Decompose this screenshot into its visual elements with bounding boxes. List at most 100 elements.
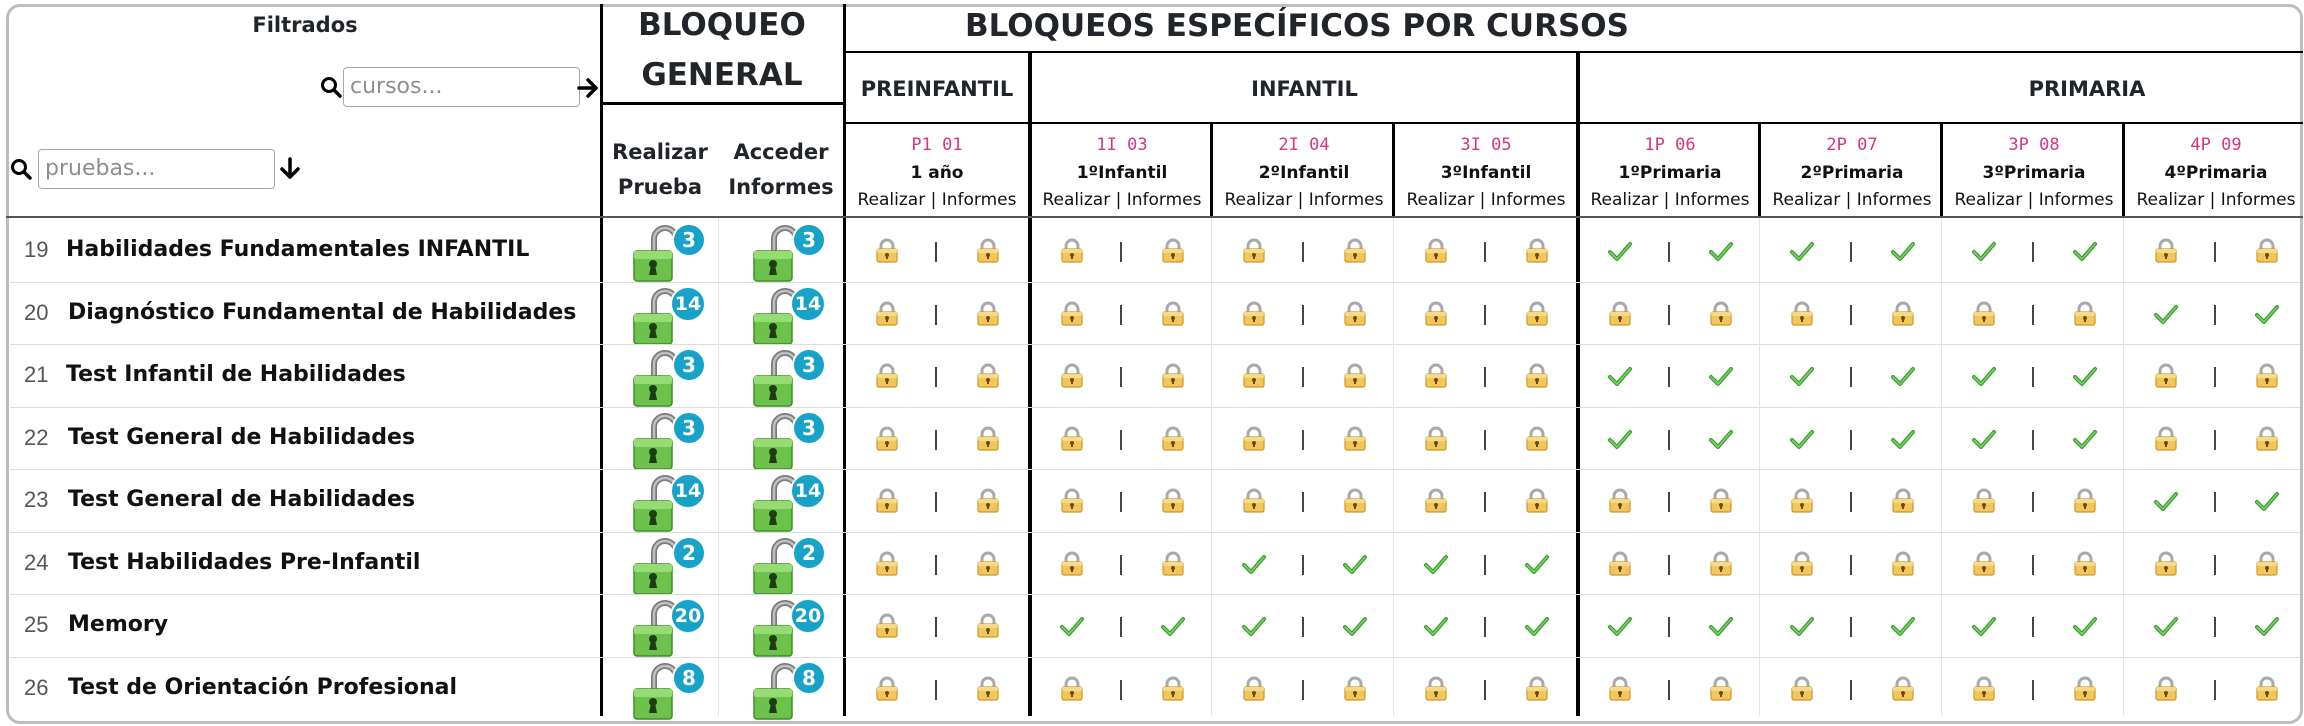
informes-lock-icon[interactable]: [975, 426, 1001, 452]
realizar-lock-icon[interactable]: [1607, 676, 1633, 702]
informes-lock-button[interactable]: 20: [750, 598, 826, 658]
realizar-lock-icon[interactable]: [1971, 488, 1997, 514]
informes-check-icon[interactable]: [2254, 613, 2280, 639]
informes-check-icon[interactable]: [1890, 238, 1916, 264]
realizar-check-icon[interactable]: [2153, 301, 2179, 327]
informes-check-icon[interactable]: [1708, 238, 1734, 264]
realizar-lock-icon[interactable]: [1059, 676, 1085, 702]
informes-lock-icon[interactable]: [1708, 676, 1734, 702]
informes-lock-icon[interactable]: [1890, 488, 1916, 514]
informes-check-icon[interactable]: [1160, 613, 1186, 639]
informes-check-icon[interactable]: [1708, 363, 1734, 389]
informes-lock-icon[interactable]: [975, 613, 1001, 639]
informes-lock-icon[interactable]: [1524, 488, 1550, 514]
arrow-right-icon[interactable]: [577, 78, 599, 103]
informes-lock-icon[interactable]: [2254, 426, 2280, 452]
realizar-check-icon[interactable]: [2153, 488, 2179, 514]
realizar-lock-icon[interactable]: [874, 613, 900, 639]
informes-check-icon[interactable]: [2072, 426, 2098, 452]
informes-check-icon[interactable]: [2072, 613, 2098, 639]
realizar-lock-icon[interactable]: [1789, 488, 1815, 514]
courses-search-input[interactable]: cursos...: [343, 67, 580, 107]
informes-check-icon[interactable]: [1890, 613, 1916, 639]
informes-check-icon[interactable]: [1524, 613, 1550, 639]
realizar-lock-icon[interactable]: [1241, 301, 1267, 327]
realizar-lock-icon[interactable]: [874, 238, 900, 264]
informes-lock-icon[interactable]: [2254, 238, 2280, 264]
realizar-lock-icon[interactable]: [2153, 363, 2179, 389]
tests-search-input[interactable]: pruebas...: [38, 149, 275, 189]
informes-lock-icon[interactable]: [975, 676, 1001, 702]
informes-lock-icon[interactable]: [1524, 301, 1550, 327]
realizar-lock-icon[interactable]: [1971, 551, 1997, 577]
realizar-lock-icon[interactable]: [1423, 426, 1449, 452]
informes-lock-icon[interactable]: [1524, 676, 1550, 702]
realizar-lock-button[interactable]: 14: [630, 286, 706, 346]
informes-lock-icon[interactable]: [1160, 238, 1186, 264]
realizar-lock-icon[interactable]: [874, 426, 900, 452]
realizar-check-icon[interactable]: [1059, 613, 1085, 639]
realizar-lock-button[interactable]: 20: [630, 598, 706, 658]
informes-lock-button[interactable]: 14: [750, 473, 826, 533]
informes-lock-icon[interactable]: [2254, 551, 2280, 577]
realizar-check-icon[interactable]: [1423, 613, 1449, 639]
informes-lock-button[interactable]: 3: [750, 411, 826, 471]
informes-lock-icon[interactable]: [2254, 676, 2280, 702]
informes-lock-icon[interactable]: [1708, 301, 1734, 327]
informes-lock-icon[interactable]: [975, 363, 1001, 389]
informes-lock-icon[interactable]: [1524, 363, 1550, 389]
realizar-lock-button[interactable]: 8: [630, 661, 706, 721]
informes-lock-icon[interactable]: [1708, 488, 1734, 514]
informes-lock-icon[interactable]: [975, 238, 1001, 264]
informes-lock-button[interactable]: 3: [750, 348, 826, 408]
informes-lock-icon[interactable]: [2254, 363, 2280, 389]
realizar-lock-button[interactable]: 3: [630, 348, 706, 408]
realizar-lock-icon[interactable]: [1971, 676, 1997, 702]
realizar-check-icon[interactable]: [1789, 613, 1815, 639]
informes-check-icon[interactable]: [1342, 551, 1368, 577]
informes-check-icon[interactable]: [2254, 488, 2280, 514]
realizar-lock-icon[interactable]: [1971, 301, 1997, 327]
realizar-lock-icon[interactable]: [2153, 426, 2179, 452]
informes-check-icon[interactable]: [1342, 613, 1368, 639]
realizar-check-icon[interactable]: [1607, 238, 1633, 264]
informes-lock-icon[interactable]: [2072, 301, 2098, 327]
informes-lock-icon[interactable]: [1708, 551, 1734, 577]
realizar-lock-button[interactable]: 3: [630, 223, 706, 283]
realizar-check-icon[interactable]: [1789, 363, 1815, 389]
informes-check-icon[interactable]: [1708, 613, 1734, 639]
realizar-lock-icon[interactable]: [874, 676, 900, 702]
realizar-lock-icon[interactable]: [1423, 363, 1449, 389]
informes-lock-icon[interactable]: [1342, 676, 1368, 702]
informes-lock-icon[interactable]: [975, 488, 1001, 514]
realizar-check-icon[interactable]: [1607, 613, 1633, 639]
realizar-lock-button[interactable]: 14: [630, 473, 706, 533]
informes-lock-icon[interactable]: [1160, 301, 1186, 327]
realizar-lock-icon[interactable]: [874, 363, 900, 389]
realizar-lock-icon[interactable]: [1241, 676, 1267, 702]
realizar-lock-icon[interactable]: [1059, 238, 1085, 264]
informes-lock-icon[interactable]: [1524, 426, 1550, 452]
realizar-check-icon[interactable]: [1789, 426, 1815, 452]
informes-check-icon[interactable]: [1708, 426, 1734, 452]
realizar-check-icon[interactable]: [1241, 613, 1267, 639]
realizar-lock-icon[interactable]: [1423, 488, 1449, 514]
realizar-lock-icon[interactable]: [1059, 488, 1085, 514]
informes-lock-button[interactable]: 3: [750, 223, 826, 283]
realizar-lock-icon[interactable]: [874, 551, 900, 577]
informes-lock-icon[interactable]: [1342, 426, 1368, 452]
realizar-lock-icon[interactable]: [1059, 551, 1085, 577]
realizar-check-icon[interactable]: [1971, 238, 1997, 264]
realizar-check-icon[interactable]: [1607, 426, 1633, 452]
realizar-check-icon[interactable]: [1971, 613, 1997, 639]
informes-lock-icon[interactable]: [2072, 551, 2098, 577]
realizar-lock-icon[interactable]: [1059, 301, 1085, 327]
informes-lock-icon[interactable]: [2072, 676, 2098, 702]
informes-lock-button[interactable]: 2: [750, 536, 826, 596]
realizar-check-icon[interactable]: [1607, 363, 1633, 389]
realizar-lock-button[interactable]: 2: [630, 536, 706, 596]
informes-lock-icon[interactable]: [1890, 676, 1916, 702]
realizar-check-icon[interactable]: [1241, 551, 1267, 577]
informes-lock-icon[interactable]: [1890, 301, 1916, 327]
realizar-lock-icon[interactable]: [1789, 551, 1815, 577]
